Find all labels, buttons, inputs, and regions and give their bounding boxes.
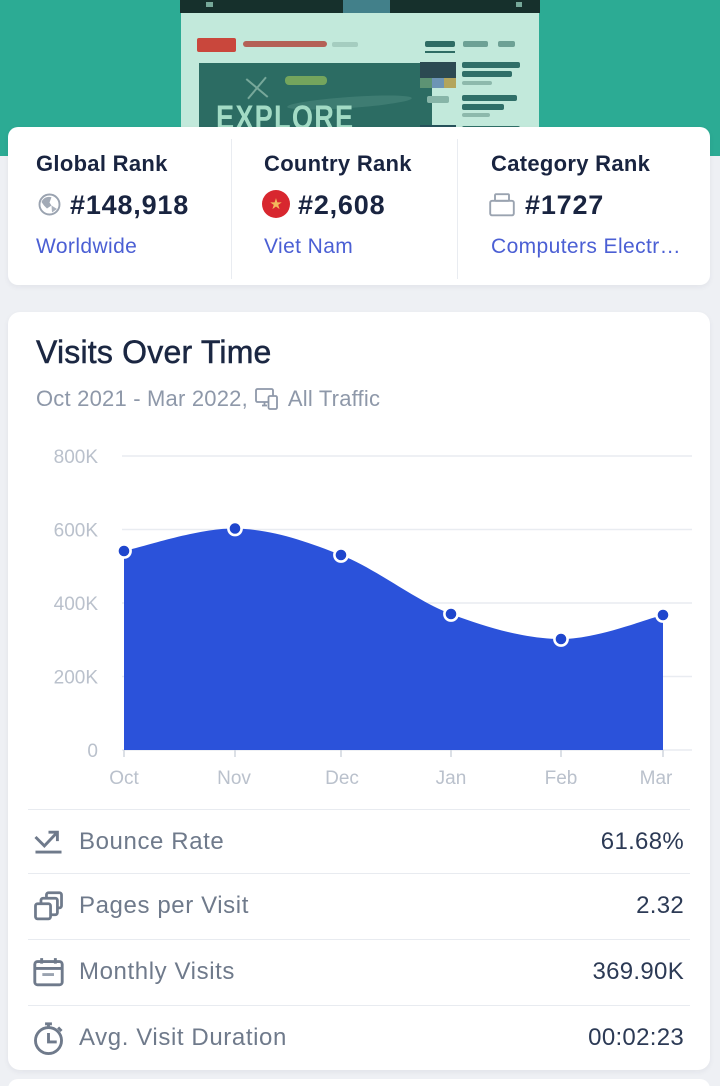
svg-text:800K: 800K	[54, 447, 99, 468]
svg-text:Oct: Oct	[109, 768, 139, 789]
svg-text:200K: 200K	[54, 668, 99, 689]
svg-text:Nov: Nov	[217, 768, 251, 789]
svg-text:400K: 400K	[54, 594, 99, 615]
svg-text:Jan: Jan	[436, 768, 467, 789]
svg-text:Mar: Mar	[640, 768, 673, 789]
svg-text:Dec: Dec	[325, 768, 359, 789]
svg-text:600K: 600K	[54, 521, 99, 542]
svg-text:0: 0	[87, 741, 98, 762]
svg-text:Feb: Feb	[545, 768, 578, 789]
